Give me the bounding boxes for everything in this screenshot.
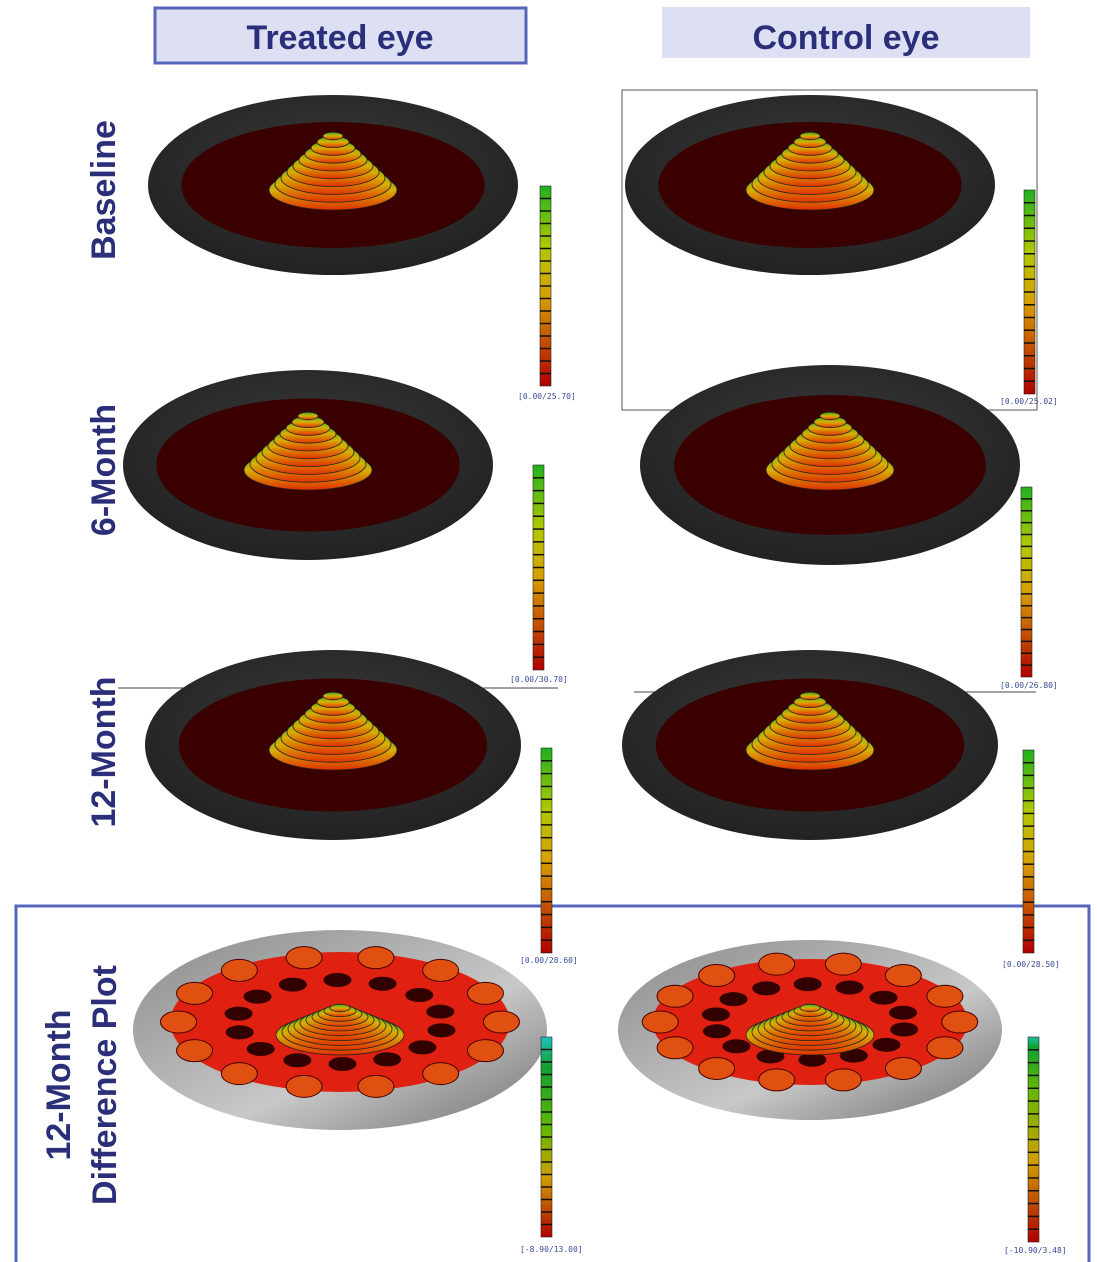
plot-blob bbox=[942, 1011, 978, 1033]
range-label: [0.00/25.70] bbox=[518, 392, 576, 401]
plot-blob bbox=[405, 988, 433, 1002]
plot-blob bbox=[836, 981, 864, 995]
plot-blob bbox=[467, 1040, 503, 1062]
plot-blob bbox=[870, 991, 898, 1005]
plot-blob bbox=[467, 982, 503, 1004]
plot-blob bbox=[225, 1007, 253, 1021]
plot-peak bbox=[820, 412, 840, 420]
column-header: Treated eye bbox=[246, 19, 433, 57]
plot-blob bbox=[369, 977, 397, 991]
plot-blob bbox=[720, 992, 748, 1006]
plot-blob bbox=[825, 1069, 861, 1091]
plot-blob bbox=[699, 965, 735, 987]
plot-blob bbox=[323, 973, 351, 987]
plot-blob bbox=[408, 1040, 436, 1054]
range-label: [-8.90/13.00] bbox=[520, 1245, 583, 1254]
plot-peak bbox=[800, 692, 820, 700]
plot-blob bbox=[483, 1011, 519, 1033]
plot-peak bbox=[800, 132, 820, 140]
plot-blob bbox=[759, 953, 795, 975]
plot-blob bbox=[286, 1075, 322, 1097]
plot-blob bbox=[657, 985, 693, 1007]
range-label: [-10.90/3.48] bbox=[1004, 1246, 1067, 1255]
plot-blob bbox=[426, 1005, 454, 1019]
plot-blob bbox=[283, 1053, 311, 1067]
range-label: [0.00/25.02] bbox=[1000, 397, 1058, 406]
figure: Treated eye Control eye Baseline [0.00/25.7… bbox=[0, 0, 1097, 1262]
row-label: Baseline bbox=[85, 120, 123, 260]
plot-blob bbox=[885, 1057, 921, 1079]
plot-blob bbox=[794, 977, 822, 991]
plot-blob bbox=[759, 1069, 795, 1091]
plot-blob bbox=[703, 1024, 731, 1038]
plot-blob bbox=[722, 1039, 750, 1053]
range-label: [0.00/28.50] bbox=[1002, 960, 1060, 969]
plot-blob bbox=[221, 1063, 257, 1085]
plot-peak bbox=[323, 132, 343, 140]
plot-blob bbox=[889, 1006, 917, 1020]
range-label: [0.00/30.70] bbox=[510, 675, 568, 684]
plot-blob bbox=[177, 1040, 213, 1062]
row-label: Difference Plot bbox=[86, 965, 124, 1205]
plot-blob bbox=[699, 1057, 735, 1079]
plot-blob bbox=[329, 1057, 357, 1071]
plot-blob bbox=[642, 1011, 678, 1033]
plot-blob bbox=[890, 1023, 918, 1037]
plot-blob bbox=[247, 1042, 275, 1056]
plot-blob bbox=[358, 1075, 394, 1097]
plot-blob bbox=[927, 1037, 963, 1059]
plot-blob bbox=[885, 965, 921, 987]
plot-blob bbox=[657, 1037, 693, 1059]
plot-blob bbox=[358, 947, 394, 969]
plot-blob bbox=[244, 990, 272, 1004]
plot-blob bbox=[423, 959, 459, 981]
range-label: [0.00/28.60] bbox=[520, 956, 578, 965]
plot-blob bbox=[226, 1025, 254, 1039]
plot-blob bbox=[927, 985, 963, 1007]
plot-blob bbox=[279, 978, 307, 992]
plot-blob bbox=[161, 1011, 197, 1033]
plot-blob bbox=[702, 1007, 730, 1021]
plot-peak bbox=[298, 412, 318, 420]
plot-blob bbox=[221, 959, 257, 981]
plot-blob bbox=[177, 982, 213, 1004]
plot-blob bbox=[872, 1038, 900, 1052]
plot-peak bbox=[330, 1004, 350, 1012]
plot-blob bbox=[423, 1063, 459, 1085]
plot-blob bbox=[752, 981, 780, 995]
plot-blob bbox=[825, 953, 861, 975]
row-label: 12-Month bbox=[85, 676, 123, 827]
row-label: 6-Month bbox=[85, 404, 123, 536]
column-header: Control eye bbox=[752, 19, 939, 57]
plot-peak bbox=[323, 692, 343, 700]
plot-blob bbox=[286, 947, 322, 969]
range-label: [0.00/26.80] bbox=[1000, 681, 1058, 690]
plot-blob bbox=[427, 1023, 455, 1037]
row-label: 12-Month bbox=[40, 1009, 78, 1160]
plot-blob bbox=[373, 1052, 401, 1066]
plot-peak bbox=[800, 1004, 820, 1012]
